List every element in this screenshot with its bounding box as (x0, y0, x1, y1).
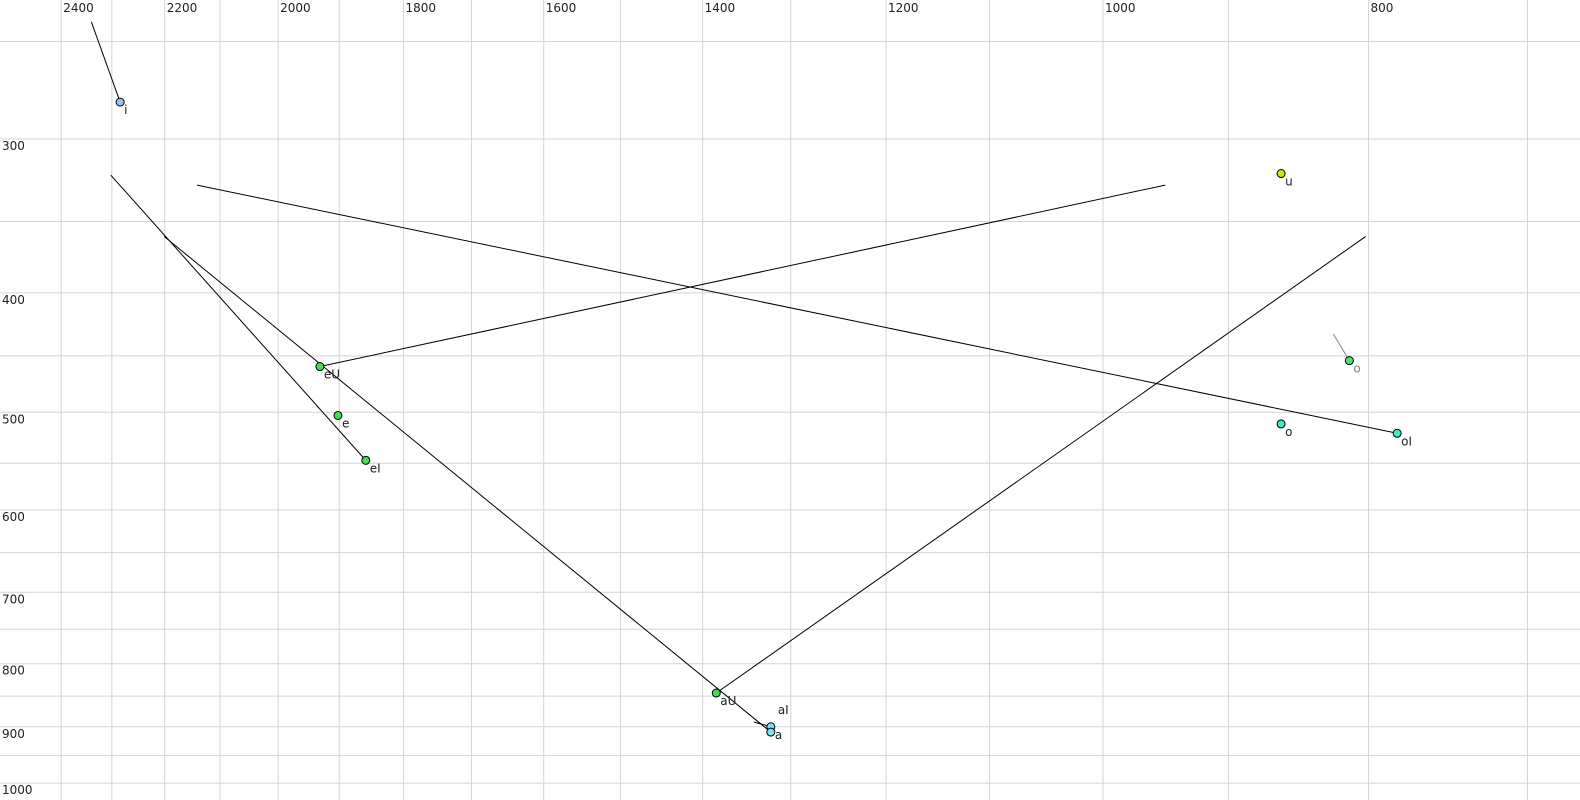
point-label: o (1285, 425, 1292, 439)
point-label: o (1353, 362, 1360, 376)
tick-labels: 2400 2200 2000 1800 1600 1400 1200 1000 800 300 40… (2, 1, 1393, 797)
data-point (1276, 169, 1286, 179)
trail-line (90, 21, 121, 103)
x-tick-label: 1600 (546, 1, 577, 15)
x-tick-label: 1000 (1105, 1, 1136, 15)
data-point (1276, 419, 1286, 429)
y-tick-label: 300 (2, 139, 25, 153)
trail-line (163, 236, 772, 733)
x-tick-label: 1400 (705, 1, 736, 15)
y-tick-label: 800 (2, 664, 25, 678)
trail-line (196, 184, 1398, 434)
data-point (333, 410, 343, 420)
x-tick-label: 800 (1371, 1, 1394, 15)
x-tick-label: 1200 (888, 1, 919, 15)
point-label: aU (720, 694, 736, 708)
data-point (766, 727, 776, 737)
points: i u eU e eI o o oI aU a aI (115, 97, 1412, 742)
trail-line (715, 236, 1366, 694)
trail-line (1332, 333, 1350, 361)
point-label: eU (324, 368, 340, 382)
data-point (115, 97, 125, 107)
trail-line (110, 174, 367, 461)
point-label: a (775, 728, 782, 742)
y-tick-label: 900 (2, 727, 25, 741)
point-label: aI (778, 703, 789, 717)
point-label: u (1285, 175, 1293, 189)
data-point (1392, 428, 1402, 438)
data-point (1344, 356, 1354, 366)
point-label: e (342, 416, 349, 430)
trail-line (319, 184, 1166, 368)
x-tick-label: 2200 (167, 1, 198, 15)
y-tick-label: 1000 (2, 783, 33, 797)
y-tick-label: 700 (2, 592, 25, 606)
y-tick-label: 600 (2, 510, 25, 524)
y-tick-label: 500 (2, 412, 25, 426)
x-tick-label: 2400 (63, 1, 94, 15)
data-point (315, 362, 325, 372)
x-tick-label: 2000 (280, 1, 311, 15)
data-point (361, 455, 371, 465)
y-tick-label: 400 (2, 293, 25, 307)
data-point (711, 688, 721, 698)
point-label: eI (370, 461, 381, 475)
trails (90, 21, 1398, 733)
point-label: i (124, 103, 127, 117)
x-tick-label: 1800 (406, 1, 437, 15)
point-label: oI (1401, 434, 1412, 448)
